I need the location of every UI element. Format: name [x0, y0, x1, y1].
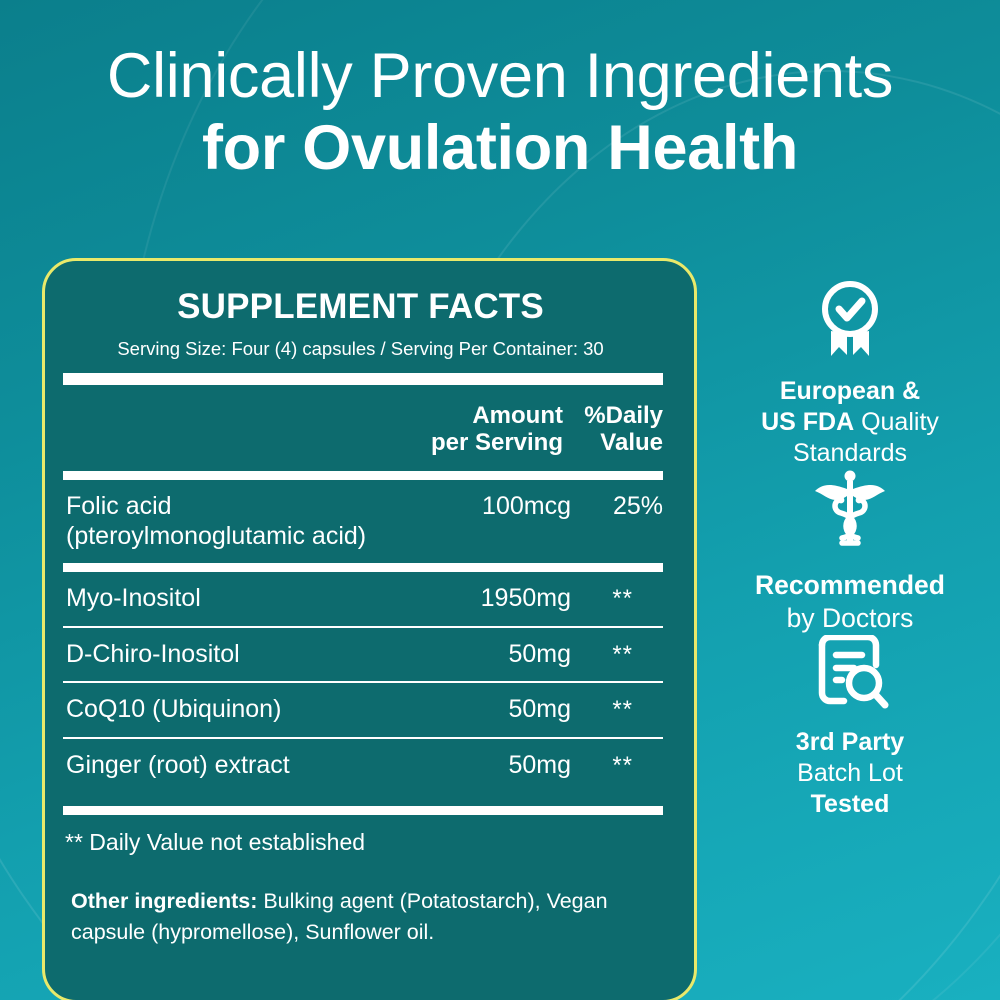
- badge-label: Recommended by Doctors: [700, 569, 1000, 635]
- ingredient-daily-value: 25%: [612, 492, 663, 521]
- divider-thin: [63, 625, 663, 628]
- daily-value-stars: **: [612, 696, 633, 724]
- badge-line-3: Standards: [793, 439, 907, 467]
- table-row: Folic acid (pteroylmonoglutamic acid) 10…: [63, 480, 663, 563]
- badge-line-2-bold: US FDA: [761, 408, 855, 436]
- ingredient-name-line-1: Folic acid: [66, 492, 172, 521]
- badge-line-1: European &: [779, 377, 921, 405]
- document-magnifier-icon: [700, 634, 1000, 713]
- badge-3rd-party-tested: 3rd Party Batch Lot Tested: [700, 634, 1000, 820]
- badge-line-3: Tested: [810, 789, 890, 818]
- ingredient-amount: 100mcg: [482, 492, 571, 521]
- ingredient-name: Ginger (root) extract: [66, 750, 290, 779]
- daily-value-stars: **: [612, 585, 633, 613]
- other-ingredients: Other ingredients: Bulking agent (Potato…: [71, 886, 651, 947]
- ingredient-amount: 50mg: [508, 750, 571, 779]
- panel-title: SUPPLEMENT FACTS: [177, 287, 544, 326]
- ingredient-table-folic: Folic acid (pteroylmonoglutamic acid) 10…: [63, 480, 663, 563]
- badge-recommended-by-doctors: Recommended by Doctors: [700, 469, 1000, 635]
- badge-label: European & US FDA Quality Standards: [700, 376, 1000, 469]
- ingredient-name: Folic acid (pteroylmonoglutamic acid): [63, 480, 426, 563]
- serving-size-text: Serving Size: Four (4) capsules / Servin…: [117, 338, 604, 359]
- ingredient-daily-value: **: [571, 739, 663, 793]
- divider-thick: [63, 373, 663, 385]
- column-header-name: [63, 385, 426, 471]
- dv-line-2: Value: [600, 429, 663, 457]
- badge-line-1: Recommended: [755, 570, 945, 600]
- badge-line-2-normal: Quality: [854, 408, 939, 436]
- divider-thin: [63, 681, 663, 684]
- badge-line-2: by Doctors: [786, 602, 914, 633]
- divider-medium: [63, 563, 663, 573]
- caduceus-icon: [700, 469, 1000, 555]
- headline-line-1: Clinically Proven Ingredients: [106, 41, 894, 111]
- ingredient-daily-value: **: [571, 628, 663, 682]
- daily-value-stars: **: [612, 751, 633, 779]
- headline-line-2: for Ovulation Health: [201, 113, 799, 183]
- ingredient-name-line-2: (pteroylmonoglutamic acid): [66, 521, 367, 550]
- table-header-row: Amount per Serving %Daily Value: [63, 385, 663, 471]
- daily-value-stars: **: [612, 640, 633, 668]
- nutrition-table: Amount per Serving %Daily Value: [63, 385, 663, 471]
- other-ingredients-text: Bulking agent (Potatostarch), Vegan caps…: [71, 889, 608, 944]
- page-title: Clinically Proven Ingredients for Ovulat…: [0, 45, 1000, 189]
- ingredient-daily-value: **: [571, 683, 663, 737]
- ingredient-table-ginger: Ginger (root) extract 50mg **: [63, 739, 663, 793]
- badge-line-2: Batch Lot: [797, 758, 903, 787]
- divider-medium: [63, 471, 663, 481]
- award-ribbon-check-icon: [700, 276, 1000, 362]
- badge-label: 3rd Party Batch Lot Tested: [700, 727, 1000, 820]
- divider-medium: [63, 806, 663, 816]
- ingredient-name: Myo-Inositol: [66, 584, 201, 613]
- ingredient-amount: 50mg: [508, 639, 571, 668]
- ingredient-daily-value: **: [571, 572, 663, 626]
- badge-line-1: 3rd Party: [795, 727, 905, 756]
- ingredient-table-coq10: CoQ10 (Ubiquinon) 50mg **: [63, 683, 663, 737]
- table-row: CoQ10 (Ubiquinon) 50mg **: [63, 683, 663, 737]
- ingredient-name: D-Chiro-Inositol: [66, 639, 240, 668]
- supplement-facts-panel: SUPPLEMENT FACTS Serving Size: Four (4) …: [42, 258, 697, 1000]
- table-row: D-Chiro-Inositol 50mg **: [63, 628, 663, 682]
- other-ingredients-label: Other ingredients:: [71, 889, 258, 914]
- divider-thin: [63, 736, 663, 739]
- ingredient-name: CoQ10 (Ubiquinon): [66, 695, 282, 724]
- column-header-daily-value: %Daily Value: [571, 385, 663, 471]
- table-row: Ginger (root) extract 50mg **: [63, 739, 663, 793]
- dv-line-1: %Daily: [584, 402, 663, 429]
- daily-value-footnote: ** Daily Value not established: [65, 829, 366, 856]
- ingredient-amount: 1950mg: [480, 584, 571, 613]
- badge-european-us-fda: European & US FDA Quality Standards: [700, 276, 1000, 469]
- table-row: Myo-Inositol 1950mg **: [63, 572, 663, 626]
- ingredient-table-myo: Myo-Inositol 1950mg **: [63, 572, 663, 626]
- amount-line-1: Amount: [472, 402, 563, 429]
- ingredient-amount: 50mg: [508, 695, 571, 724]
- column-header-amount: Amount per Serving: [426, 385, 571, 471]
- ingredient-table-dchiro: D-Chiro-Inositol 50mg **: [63, 628, 663, 682]
- trust-badges: European & US FDA Quality Standards: [700, 276, 1000, 820]
- amount-line-2: per Serving: [430, 429, 563, 457]
